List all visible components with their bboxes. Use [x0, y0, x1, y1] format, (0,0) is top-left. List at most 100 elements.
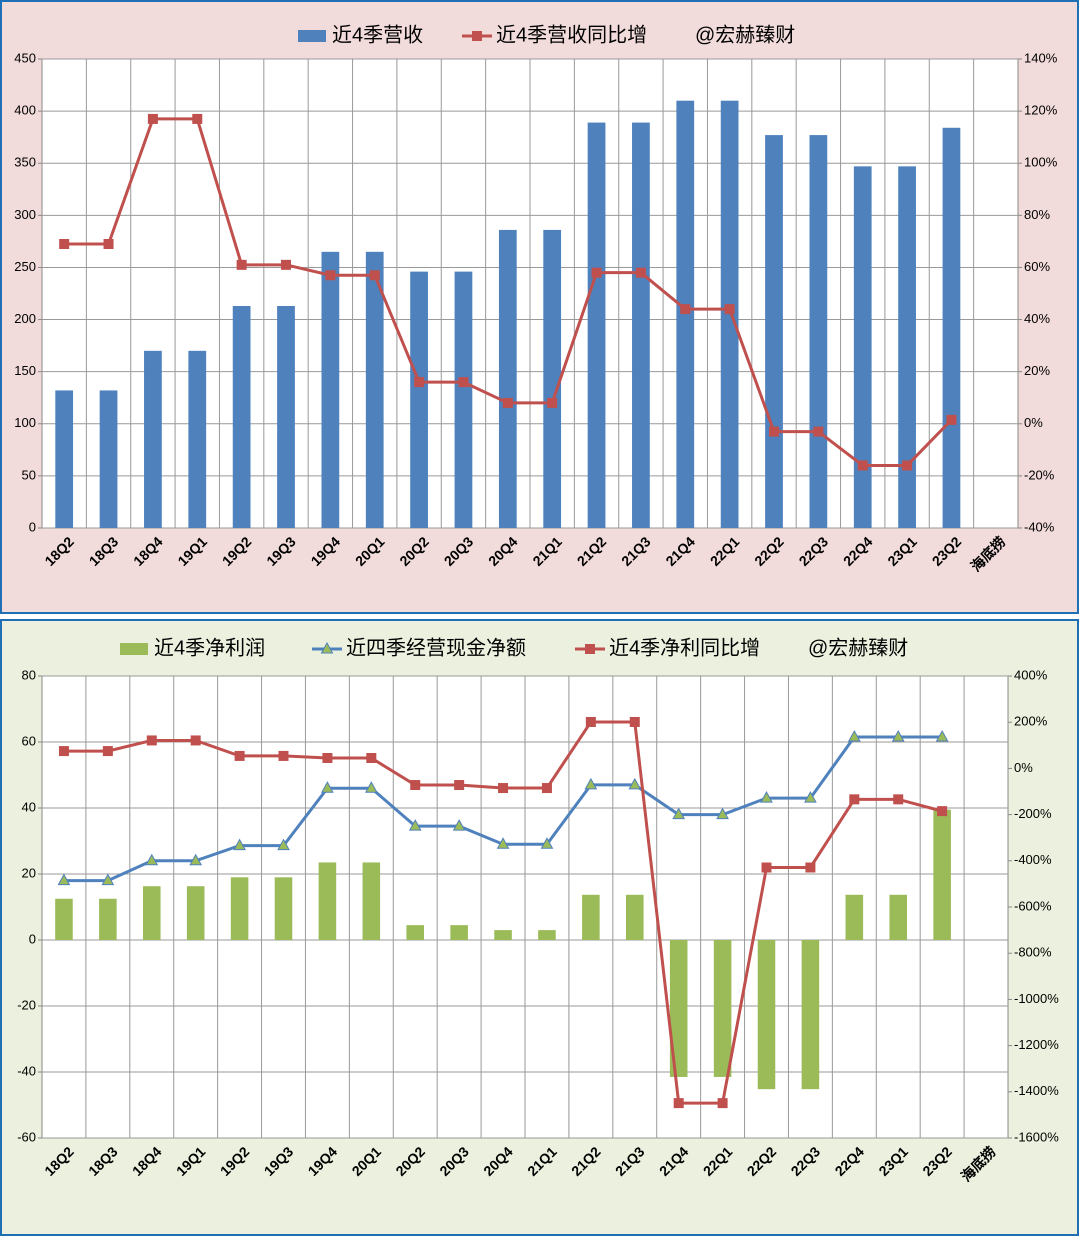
marker: [496, 837, 510, 849]
marker: [321, 781, 334, 793]
marker: [585, 716, 596, 727]
y-tick-label: 0: [29, 519, 36, 534]
bar: [498, 229, 517, 528]
marker: [761, 862, 772, 873]
bar: [454, 271, 473, 528]
bar: [142, 886, 161, 940]
marker: [502, 397, 513, 408]
bar: [99, 898, 117, 940]
y-tick-label: -60: [17, 1129, 36, 1144]
legend-swatch: [298, 30, 326, 42]
marker: [635, 267, 646, 278]
marker: [281, 259, 291, 270]
bar: [853, 166, 872, 529]
bar: [801, 940, 820, 1090]
bar: [318, 862, 337, 940]
marker: [724, 304, 735, 315]
marker: [547, 397, 558, 408]
marker: [278, 750, 289, 761]
bar: [186, 886, 205, 940]
marker: [366, 753, 377, 764]
y2-tick-label: -1400%: [1014, 1083, 1059, 1098]
bar: [144, 350, 162, 528]
bar: [188, 350, 207, 528]
marker: [369, 270, 380, 281]
bar: [321, 251, 340, 529]
marker: [804, 791, 817, 803]
y-tick-label: 20: [22, 865, 36, 880]
y2-tick-label: 0%: [1014, 760, 1033, 775]
marker: [102, 746, 113, 757]
bar: [713, 940, 732, 1077]
bar: [889, 894, 908, 940]
marker: [146, 735, 157, 746]
y2-tick-label: 80%: [1024, 207, 1050, 222]
legend-label: 近4季营收同比增: [496, 23, 647, 46]
legend-marker: [585, 644, 595, 654]
y-tick-label: 400: [14, 103, 36, 118]
bar: [765, 135, 783, 529]
legend-marker: [472, 31, 482, 41]
y2-tick-label: -1000%: [1014, 991, 1059, 1006]
marker: [233, 838, 246, 851]
legend-label: 近4季净利润: [154, 636, 265, 659]
marker: [541, 783, 552, 794]
bar: [720, 100, 739, 528]
marker: [414, 377, 425, 388]
bar: [99, 390, 118, 528]
bar: [55, 390, 74, 528]
y-tick-label: 350: [14, 155, 36, 170]
y2-tick-label: 40%: [1024, 311, 1050, 326]
marker: [717, 1098, 728, 1109]
bar: [587, 122, 606, 528]
marker: [103, 238, 114, 249]
marker: [847, 730, 861, 742]
marker: [760, 791, 773, 803]
bar: [277, 306, 295, 528]
marker: [364, 781, 378, 793]
legend-marker: [320, 641, 334, 654]
bar: [232, 306, 251, 528]
marker: [716, 807, 729, 820]
marker: [935, 730, 949, 742]
bar: [845, 894, 864, 940]
watermark: @宏赫臻财: [695, 23, 795, 46]
y2-tick-label: -40%: [1024, 519, 1055, 534]
bar: [494, 930, 512, 940]
y-tick-label: 200: [14, 311, 36, 326]
bar: [942, 127, 961, 528]
marker: [540, 837, 554, 849]
y2-tick-label: 100%: [1024, 155, 1058, 170]
marker: [591, 267, 602, 278]
legend-label: 近4季净利同比增: [609, 636, 760, 659]
marker: [458, 377, 469, 388]
marker: [325, 270, 336, 281]
bar: [55, 898, 73, 940]
marker: [190, 735, 201, 746]
bar: [669, 940, 688, 1077]
marker: [893, 794, 904, 805]
y-tick-label: 80: [22, 667, 36, 682]
marker: [59, 238, 70, 249]
y-tick-label: 250: [14, 259, 36, 274]
marker: [147, 113, 158, 124]
y2-tick-label: 0%: [1024, 415, 1043, 430]
y-tick-label: 450: [14, 50, 36, 65]
marker: [277, 838, 290, 851]
marker: [673, 1098, 684, 1109]
marker: [408, 819, 422, 831]
legend-swatch: [120, 643, 148, 655]
y2-tick-label: -200%: [1014, 806, 1052, 821]
y-tick-label: -40: [17, 1063, 36, 1078]
marker: [628, 777, 642, 790]
bar: [362, 862, 381, 940]
marker: [946, 414, 957, 425]
bar: [582, 894, 600, 940]
y2-tick-label: 120%: [1024, 103, 1058, 118]
y-tick-label: 0: [29, 931, 36, 946]
marker: [849, 794, 860, 805]
bar: [406, 925, 425, 940]
marker: [189, 853, 203, 866]
y-tick-label: 50: [22, 467, 36, 482]
marker: [629, 716, 640, 727]
